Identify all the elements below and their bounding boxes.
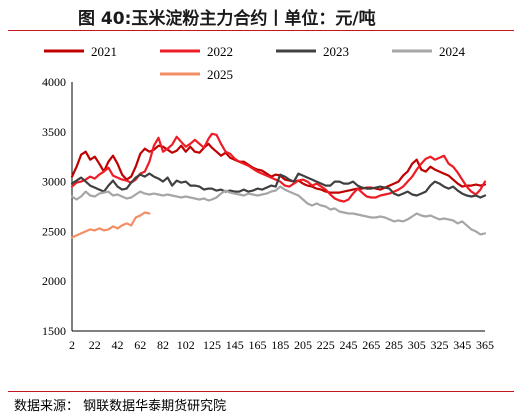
- figure-title: 图 40:玉米淀粉主力合约丨单位：元/吨: [78, 9, 376, 29]
- chart-axes: [71, 82, 485, 332]
- legend-label-2022: 2022: [207, 44, 233, 59]
- x-tick-label: 62: [134, 338, 146, 352]
- series-line-2025: [70, 211, 151, 239]
- chart-legend: 2021 2022 2023 2024 2025: [44, 44, 466, 82]
- y-tick-label: 2000: [42, 274, 66, 288]
- x-tick-label: 205: [294, 338, 312, 352]
- x-tick-label: 145: [226, 338, 244, 352]
- legend-label-2025: 2025: [207, 67, 233, 82]
- x-tick-label: 345: [453, 338, 471, 352]
- legend-label-2023: 2023: [323, 44, 349, 59]
- series-line-2022: [70, 132, 487, 203]
- x-tick-label: 22: [89, 338, 101, 352]
- x-tick-label: 165: [248, 338, 266, 352]
- y-tick-label: 2500: [42, 224, 66, 238]
- y-tick-label: 1500: [42, 324, 66, 338]
- x-tick-label: 285: [385, 338, 403, 352]
- source-note: 数据来源： 钢联数据华泰期货研究院: [14, 399, 227, 414]
- source-rule: [8, 391, 514, 392]
- x-tick-label: 82: [157, 338, 169, 352]
- x-tick-label: 42: [112, 338, 124, 352]
- x-tick-label: 225: [317, 338, 335, 352]
- x-tick-label: 125: [203, 338, 221, 352]
- x-tick-label: 365: [476, 338, 494, 352]
- legend-label-2024: 2024: [439, 44, 466, 59]
- y-tick-label: 3500: [42, 125, 66, 139]
- series-lines: [70, 132, 487, 239]
- series-line-2023: [70, 172, 487, 199]
- y-tick-label: 3000: [42, 175, 66, 189]
- legend-label-2021: 2021: [91, 44, 117, 59]
- x-tick-label: 265: [362, 338, 380, 352]
- x-tick-label: 2: [69, 338, 75, 352]
- x-tick-labels: 2 22 42 62 82 102 125 145 165 185 205 225 245 265 285 3…: [69, 338, 494, 352]
- x-tick-label: 325: [430, 338, 448, 352]
- x-tick-label: 185: [271, 338, 289, 352]
- y-tick-label: 4000: [42, 75, 66, 89]
- x-tick-label: 305: [408, 338, 426, 352]
- line-chart: 2021 2022 2023 2024 2025 1500 2000 2500 3000 350…: [42, 44, 494, 352]
- x-tick-label: 102: [177, 338, 195, 352]
- y-tick-labels: 1500 2000 2500 3000 3500 4000: [42, 75, 66, 338]
- x-tick-label: 245: [339, 338, 357, 352]
- series-line-2021: [70, 142, 487, 194]
- title-rule: [8, 30, 514, 31]
- series-line-2024: [70, 185, 487, 236]
